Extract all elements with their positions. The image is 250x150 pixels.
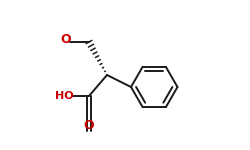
Text: O: O	[84, 119, 94, 132]
Text: O: O	[60, 33, 71, 46]
Text: HO: HO	[55, 91, 74, 101]
